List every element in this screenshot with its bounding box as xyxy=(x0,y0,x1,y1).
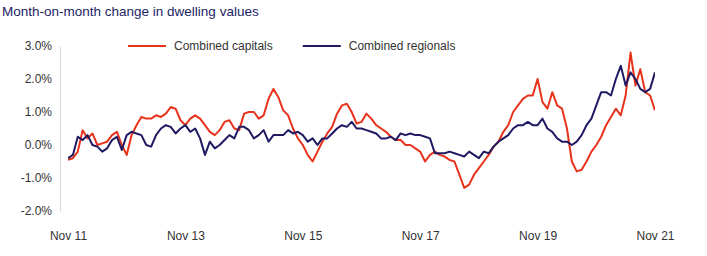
y-tick: 0.0% xyxy=(25,138,60,152)
x-tick-label: Nov 17 xyxy=(402,229,440,243)
legend-item: Combined regionals xyxy=(303,39,456,53)
legend-item: Combined capitals xyxy=(128,39,273,53)
legend-label: Combined regionals xyxy=(349,39,456,53)
plot-area xyxy=(68,53,655,188)
y-tick-label: -2.0% xyxy=(21,204,53,218)
legend-label: Combined capitals xyxy=(174,39,273,53)
y-tick: 3.0% xyxy=(25,39,60,53)
x-tick-label: Nov 11 xyxy=(50,229,87,243)
x-tick: Nov 11 xyxy=(50,217,87,243)
x-tick-label: Nov 13 xyxy=(167,229,205,243)
y-tick: -1.0% xyxy=(21,171,60,185)
x-tick: Nov 13 xyxy=(167,217,205,243)
y-tick-label: 2.0% xyxy=(25,72,53,86)
y-tick-label: 0.0% xyxy=(25,138,53,152)
title: Month-on-month change in dwelling values xyxy=(2,4,259,19)
x-tick-label: Nov 19 xyxy=(519,229,557,243)
y-axis-line xyxy=(60,47,61,212)
y-tick-label: -1.0% xyxy=(21,171,53,185)
legend: Combined capitals Combined regionals xyxy=(128,39,455,53)
series-line xyxy=(68,53,655,188)
series-line xyxy=(68,66,655,158)
x-tick: Nov 15 xyxy=(284,217,322,243)
y-tick: 1.0% xyxy=(25,105,60,119)
legend-swatch xyxy=(128,45,166,47)
y-tick: -2.0% xyxy=(21,204,60,218)
x-axis: Nov 11 Nov 13 Nov 15 Nov 17 Nov 19 Nov 21 xyxy=(50,217,675,243)
y-axis: -2.0% -1.0% 0.0% 1.0% 2.0% 3.0% xyxy=(21,39,61,218)
y-tick: 2.0% xyxy=(25,72,60,86)
x-tick: Nov 21 xyxy=(636,217,674,243)
legend-swatch xyxy=(303,45,341,47)
x-tick-label: Nov 21 xyxy=(636,229,674,243)
x-tick-label: Nov 15 xyxy=(284,229,322,243)
y-tick-label: 3.0% xyxy=(25,39,53,53)
y-tick-label: 1.0% xyxy=(25,105,53,119)
chart: Month-on-month change in dwelling values… xyxy=(0,0,707,256)
x-tick: Nov 17 xyxy=(402,217,440,243)
x-tick: Nov 19 xyxy=(519,217,557,243)
